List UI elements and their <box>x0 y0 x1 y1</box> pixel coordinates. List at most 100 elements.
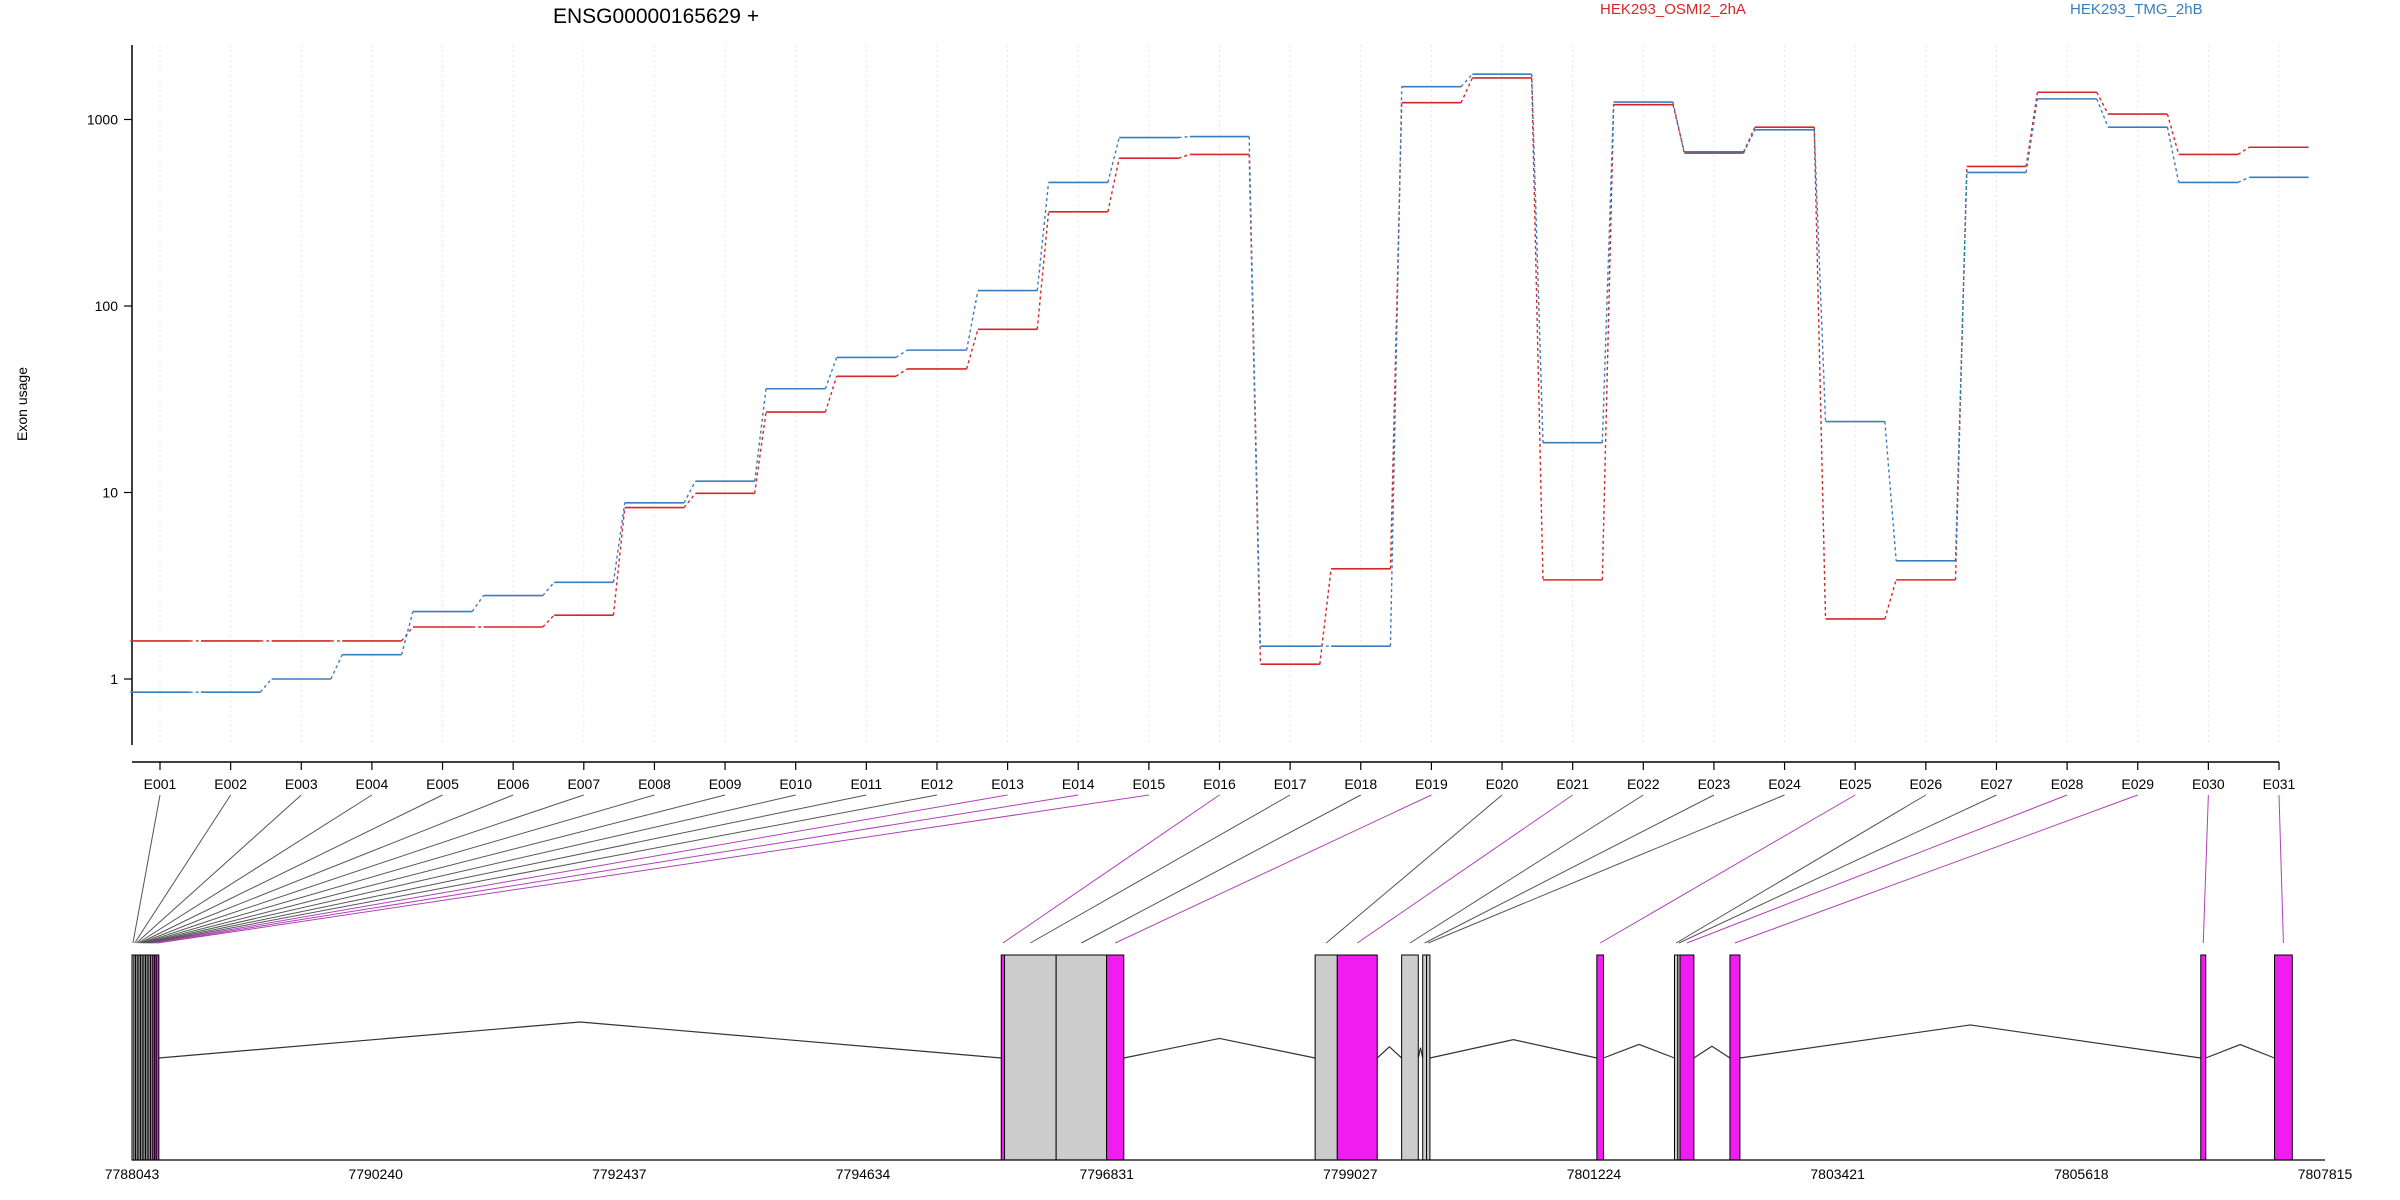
x-tick-label-e017: E017 <box>1274 776 1307 792</box>
step-connector <box>2096 91 2109 115</box>
x-tick-label-e006: E006 <box>497 776 530 792</box>
genomic-tick-label: 7803421 <box>1810 1166 1865 1182</box>
x-tick-label-e013: E013 <box>991 776 1024 792</box>
step-connector <box>754 411 767 494</box>
step-connector <box>2237 146 2250 155</box>
step-connector <box>1460 77 1474 104</box>
exon-box-e015 <box>155 954 160 1161</box>
connector-e030 <box>2202 794 2209 944</box>
x-tick-label-e020: E020 <box>1486 776 1519 792</box>
step-connector <box>1813 127 1827 619</box>
step-connector <box>1107 137 1120 183</box>
genomic-tick-label: 7788043 <box>105 1166 160 1182</box>
connector-e013 <box>153 794 1008 944</box>
x-tick-label-e027: E027 <box>1980 776 2013 792</box>
connector-e007 <box>142 794 584 944</box>
x-tick-label-e018: E018 <box>1344 776 1377 792</box>
x-tick-label-e002: E002 <box>214 776 247 792</box>
chart-title: ENSG00000165629 + <box>553 5 759 28</box>
step-connector <box>259 678 273 693</box>
x-tick-label-e026: E026 <box>1909 776 1942 792</box>
intron-line <box>1123 1037 1316 1059</box>
connector-e011 <box>149 794 867 944</box>
x-tick-label-e005: E005 <box>426 776 459 792</box>
legend-series-b: HEK293_TMG_2hB <box>2070 1 2203 18</box>
connector-e018 <box>1081 794 1362 944</box>
step-connector <box>2025 98 2039 173</box>
intron-line <box>2205 1043 2275 1059</box>
y-axis-label: Exon usage <box>14 367 30 441</box>
step-connector <box>683 480 697 504</box>
exon-box-e030 <box>2200 954 2207 1161</box>
step-connector <box>1742 129 1756 154</box>
step-connector <box>612 502 626 583</box>
series-lines <box>130 73 2309 693</box>
step-connector <box>2166 126 2180 183</box>
step-connector <box>401 626 414 642</box>
step-connector <box>612 507 626 616</box>
legend-series-a: HEK293_OSMI2_2hA <box>1600 1 1746 18</box>
connector-e006 <box>141 794 514 944</box>
step-connector <box>542 581 555 597</box>
step-connector <box>1389 102 1403 569</box>
step-connector <box>330 654 343 680</box>
connector-e004 <box>137 794 373 944</box>
connector-e017 <box>1030 794 1291 944</box>
x-tick-label-e022: E022 <box>1627 776 1660 792</box>
x-tick-label-e030: E030 <box>2192 776 2225 792</box>
y-tick-label: 10 <box>102 485 118 501</box>
x-tick-label-e021: E021 <box>1556 776 1589 792</box>
step-connector <box>1036 182 1050 291</box>
x-tick-label-e012: E012 <box>921 776 954 792</box>
y-tick-label: 1 <box>110 671 118 687</box>
exon-box-e029 <box>1729 954 1741 1161</box>
step-connector <box>1672 101 1685 154</box>
exon-box-e019 <box>1106 954 1125 1161</box>
series-b <box>130 73 2309 693</box>
x-tick-label-e029: E029 <box>2121 776 2154 792</box>
genomic-tick-label: 7805618 <box>2054 1166 2109 1182</box>
step-connector <box>1178 135 1190 139</box>
step-connector <box>2096 98 2109 128</box>
x-tick-label-e025: E025 <box>1839 776 1872 792</box>
x-tick-label-e009: E009 <box>709 776 742 792</box>
step-connector <box>1178 153 1191 159</box>
step-connector <box>1530 77 1544 580</box>
connector-e008 <box>144 794 655 944</box>
x-tick-label-e014: E014 <box>1062 776 1095 792</box>
x-tick-label-e028: E028 <box>2051 776 2084 792</box>
step-connector <box>1389 86 1403 647</box>
exon-track <box>131 954 2293 1161</box>
step-connector <box>1107 158 1120 212</box>
x-tick-label-e003: E003 <box>285 776 318 792</box>
step-connector <box>824 376 838 413</box>
exon-box-e024 <box>1426 954 1431 1161</box>
step-connector <box>1884 421 1897 561</box>
connector-e002 <box>134 794 232 944</box>
step-connector <box>1954 172 1968 561</box>
intron-line <box>1417 1047 1424 1059</box>
connector-e026 <box>1675 794 1927 944</box>
x-tick-label-e001: E001 <box>144 776 177 792</box>
connector-e023 <box>1424 794 1715 944</box>
x-tick-label-e019: E019 <box>1415 776 1448 792</box>
genomic-tick-label: 7792437 <box>592 1166 647 1182</box>
connector-e003 <box>136 794 302 944</box>
exon-box-e021 <box>1336 954 1378 1161</box>
exon-box-e028 <box>1679 954 1695 1161</box>
y-tick-label: 100 <box>95 298 119 314</box>
exon-box-e020 <box>1314 954 1338 1161</box>
connector-e005 <box>139 794 443 944</box>
x-tick-label-e024: E024 <box>1768 776 1801 792</box>
exon-connector-lines <box>132 794 2284 944</box>
connector-e029 <box>1734 794 2138 944</box>
x-tick-label-e004: E004 <box>356 776 389 792</box>
step-connector <box>1813 129 1827 422</box>
intron-line <box>1603 1043 1675 1059</box>
connector-e019 <box>1114 794 1432 944</box>
step-connector <box>2237 176 2250 184</box>
step-connector <box>1460 73 1473 88</box>
step-connector <box>542 614 555 628</box>
step-connector <box>965 290 979 351</box>
